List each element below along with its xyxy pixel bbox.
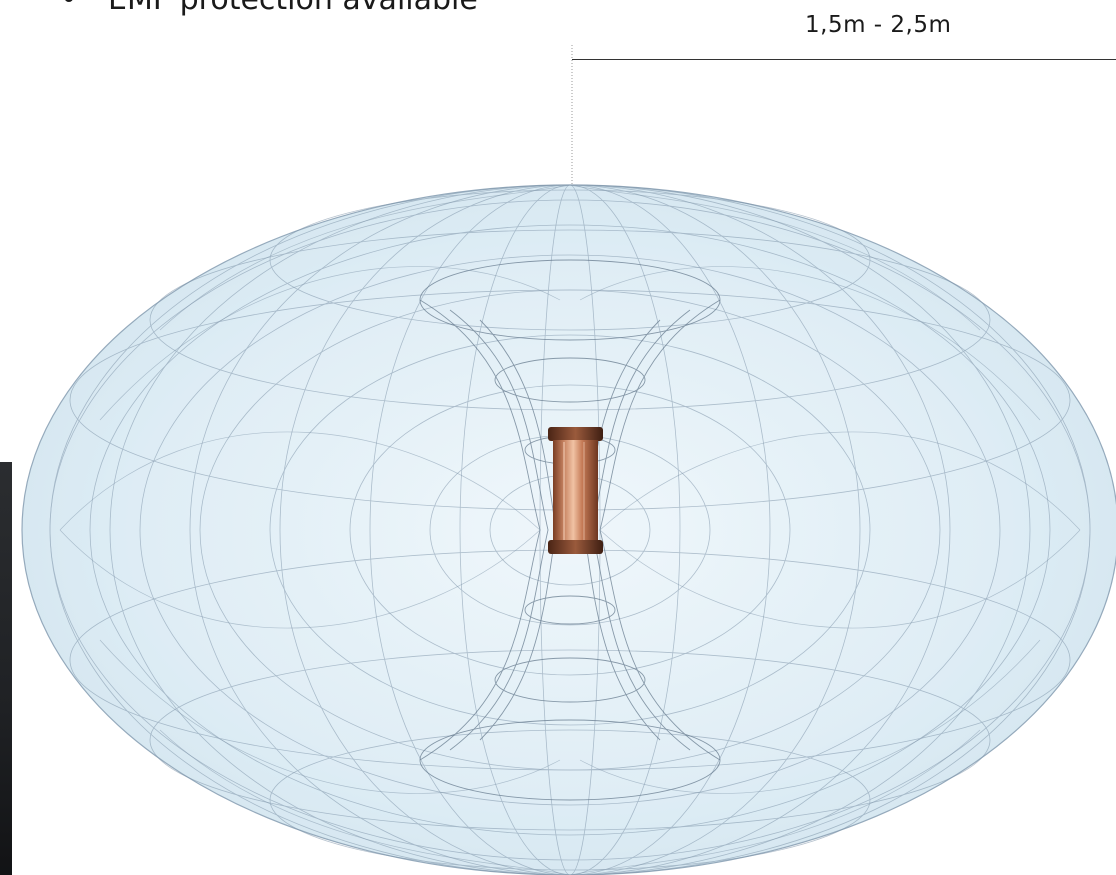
left-edge-dark-panel	[0, 462, 12, 875]
feature-bullet-text: EMF protection available	[108, 0, 478, 20]
copper-coil	[548, 427, 603, 554]
radius-dimension-label: 1,5m - 2,5m	[805, 12, 952, 38]
radius-dimension-line	[572, 59, 1116, 60]
bullet-marker: •	[60, 0, 78, 20]
